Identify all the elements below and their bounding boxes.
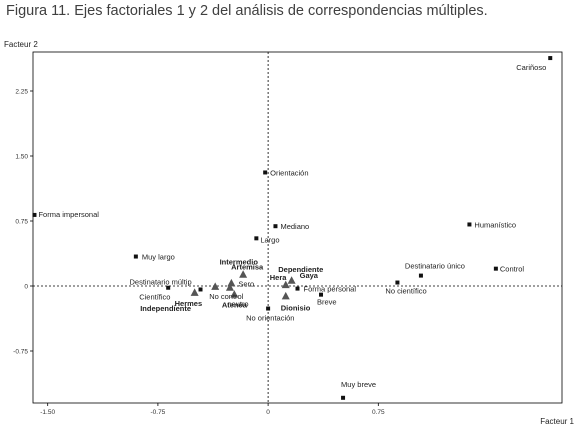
- point-marker-square: [418, 273, 423, 278]
- point-label: Forma personal: [304, 285, 357, 294]
- reference-lines: [33, 52, 562, 403]
- point-marker-triangle: [239, 270, 248, 278]
- x-tick-label: 0: [266, 409, 270, 416]
- y-tick-label: 1.50: [15, 154, 28, 161]
- point-label: Independiente: [140, 304, 191, 313]
- point-label: Muy largo: [142, 253, 175, 262]
- y-tick-label: 2.25: [15, 89, 28, 96]
- point-label: Artemisa: [231, 263, 264, 272]
- point-label: Mediano: [280, 222, 309, 231]
- y-axis-ticks: -0.75 0 0.75 1.50 2.25: [13, 89, 33, 356]
- data-labels: Cariñoso Orientación Forma impersonal Human…: [38, 63, 546, 389]
- point-label: Hera: [270, 273, 288, 282]
- point-marker-square: [395, 280, 400, 285]
- y-tick-label: 0: [24, 284, 28, 291]
- point-marker-triangle: [281, 280, 290, 289]
- point-label: Destinatario múltip: [130, 277, 192, 286]
- point-label: Cariñoso: [516, 63, 546, 72]
- point-label: Orientación: [270, 168, 308, 177]
- point-marker-square: [493, 266, 498, 271]
- point-marker-square: [133, 254, 138, 259]
- point-marker-triangle: [287, 276, 296, 284]
- point-marker-triangle: [281, 291, 290, 300]
- point-marker-square: [319, 292, 324, 297]
- y-tick-label: 0.75: [15, 219, 28, 226]
- point-marker-square: [266, 306, 271, 311]
- point-marker-triangle: [230, 290, 239, 298]
- point-label: No control: [209, 292, 244, 301]
- point-label: Largo: [260, 235, 279, 244]
- plot-frame: [32, 51, 563, 404]
- point-label: Breve: [317, 298, 337, 307]
- x-tick-label: -0.75: [150, 409, 165, 416]
- point-label: Forma impersonal: [38, 210, 99, 219]
- point-marker-square: [548, 56, 553, 61]
- point-label: Dependiente: [278, 265, 323, 274]
- point-marker-square: [273, 224, 278, 229]
- point-marker-triangle: [190, 288, 199, 296]
- point-label: Dionisio: [281, 303, 311, 312]
- point-label: Gaya: [300, 271, 319, 280]
- point-marker-square: [198, 287, 203, 292]
- data-markers: [32, 56, 553, 400]
- chart-frame-group: [32, 51, 563, 404]
- point-label: Humanístico: [474, 220, 516, 229]
- point-label: Atenea: [222, 301, 248, 310]
- point-marker-square: [341, 395, 346, 400]
- point-label: Sero: [238, 279, 254, 288]
- point-label: No orientación: [246, 314, 294, 323]
- point-marker-square: [32, 212, 37, 217]
- point-marker-square: [166, 285, 171, 290]
- point-label: Científico: [139, 293, 170, 302]
- x-axis-ticks: -1.50 -0.75 0 0.75: [40, 403, 385, 416]
- x-tick-label: 0.75: [372, 409, 385, 416]
- x-tick-label: -1.50: [40, 409, 55, 416]
- point-label: neutro: [227, 300, 248, 309]
- point-label: Muy breve: [341, 380, 376, 389]
- point-marker-square: [263, 170, 268, 175]
- point-label: No científico: [385, 287, 426, 296]
- point-marker-square: [295, 286, 300, 291]
- point-marker-triangle: [227, 278, 236, 287]
- point-marker-triangle: [211, 282, 220, 290]
- point-label: Control: [500, 265, 525, 274]
- x-axis-title: Facteur 1: [540, 417, 574, 426]
- point-marker-square: [467, 222, 472, 227]
- y-tick-label: -0.75: [13, 349, 28, 356]
- point-marker-triangle: [225, 283, 234, 291]
- figure-caption: Figura 11. Ejes factoriales 1 y 2 del an…: [6, 3, 488, 19]
- point-label: Intermedio: [220, 257, 259, 266]
- point-label: Destinatario único: [405, 262, 465, 271]
- point-label: Hermes: [175, 299, 203, 308]
- point-marker-square: [254, 236, 259, 241]
- y-axis-title: Facteur 2: [4, 40, 38, 49]
